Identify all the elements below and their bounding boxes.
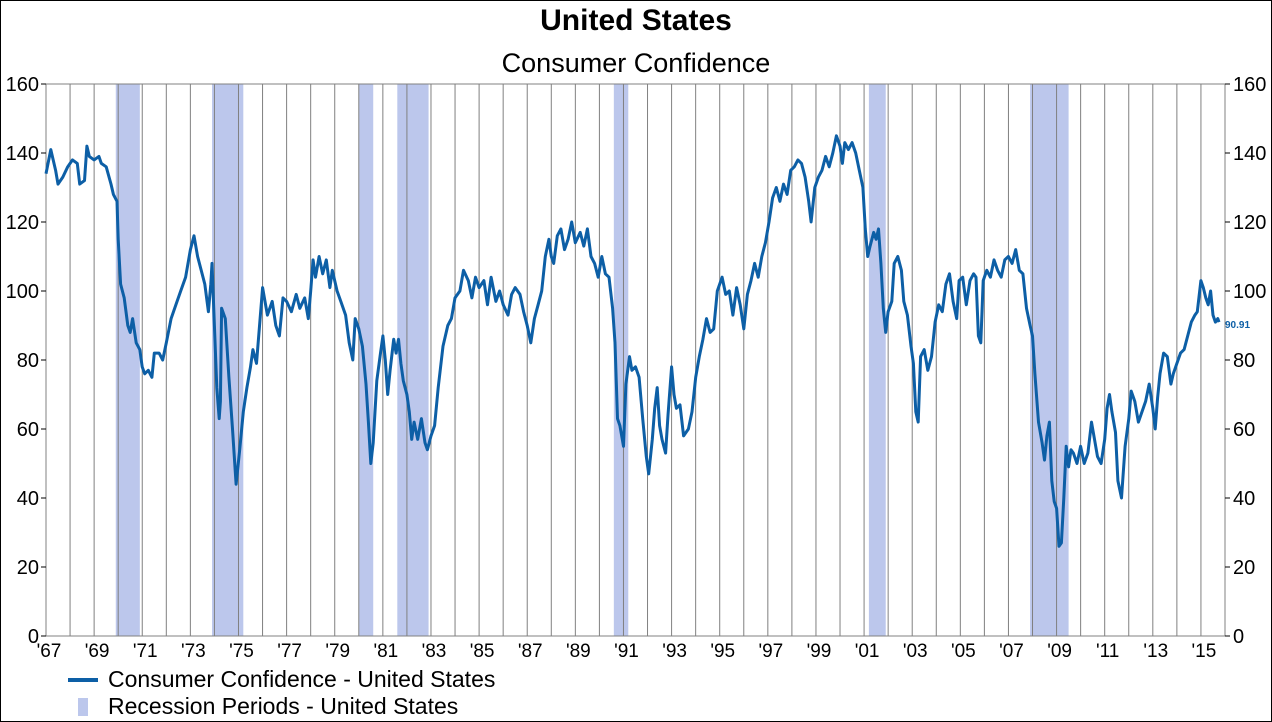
recession-band [115, 84, 140, 636]
y-tick-label-right: 160 [1233, 74, 1266, 96]
x-tick-label: '69 [85, 641, 110, 662]
x-tick-label: '89 [566, 641, 591, 662]
chart-subtitle: Consumer Confidence [501, 48, 771, 78]
x-tick-label: '95 [710, 641, 735, 662]
x-tick-label: '01 [855, 641, 880, 662]
x-tick-label: '15 [1192, 641, 1217, 662]
last-value-label: 90.91 [1225, 320, 1250, 331]
legend-label-recession: Recession Periods - United States [108, 693, 459, 719]
x-tick-label: '99 [807, 641, 832, 662]
y-tick-label: 80 [17, 350, 39, 372]
x-tick-label: '79 [325, 641, 350, 662]
legend-item-confidence: Consumer Confidence - United States [68, 666, 495, 693]
x-tick-label: '91 [614, 641, 639, 662]
series-line-confidence [44, 134, 1221, 548]
y-tick-label-right: 140 [1233, 143, 1266, 165]
recession-band [1030, 84, 1069, 636]
x-tick-label: '75 [229, 641, 254, 662]
y-tick-label: 0 [28, 626, 39, 648]
legend-label-confidence: Consumer Confidence - United States [108, 666, 496, 692]
x-tick-label: '07 [999, 641, 1024, 662]
x-tick-label: '11 [1096, 641, 1119, 662]
x-tick-label: '09 [1047, 641, 1072, 662]
x-tick-label: '03 [903, 641, 928, 662]
y-tick-label: 60 [17, 419, 39, 441]
x-tick-label: '87 [518, 641, 543, 662]
y-tick-label: 120 [6, 212, 39, 234]
legend-line-swatch [68, 677, 98, 682]
x-tick-label: '67 [37, 641, 62, 662]
y-tick-label-right: 20 [1233, 557, 1255, 579]
recession-band [868, 84, 886, 636]
y-tick-label-right: 40 [1233, 488, 1255, 510]
x-tick-label: '05 [951, 641, 976, 662]
x-tick-label: '83 [422, 641, 447, 662]
recession-band [358, 84, 374, 636]
chart-title: United States [540, 4, 732, 37]
x-tick-label: '85 [470, 641, 495, 662]
x-tick-label: '97 [758, 641, 783, 662]
x-tick-label: '93 [662, 641, 687, 662]
recession-band [613, 84, 629, 636]
legend-bar-swatch [78, 697, 88, 716]
y-tick-label: 160 [6, 74, 39, 96]
x-tick-label: '73 [181, 641, 206, 662]
x-tick-label: '77 [277, 641, 302, 662]
y-tick-label-right: 60 [1233, 419, 1255, 441]
y-tick-label-right: 120 [1233, 212, 1266, 234]
x-tick-label: '13 [1143, 641, 1168, 662]
y-tick-label: 100 [6, 281, 39, 303]
y-tick-label-right: 100 [1233, 281, 1266, 303]
y-tick-label: 40 [17, 488, 39, 510]
x-tick-label: '71 [133, 641, 158, 662]
y-tick-label: 20 [17, 557, 39, 579]
y-tick-label-right: 80 [1233, 350, 1255, 372]
x-tick-label: '81 [373, 641, 398, 662]
y-tick-label: 140 [6, 143, 39, 165]
legend-item-recession: Recession Periods - United States [68, 693, 458, 720]
recession-band [397, 84, 429, 636]
y-tick-label-right: 0 [1233, 626, 1244, 648]
